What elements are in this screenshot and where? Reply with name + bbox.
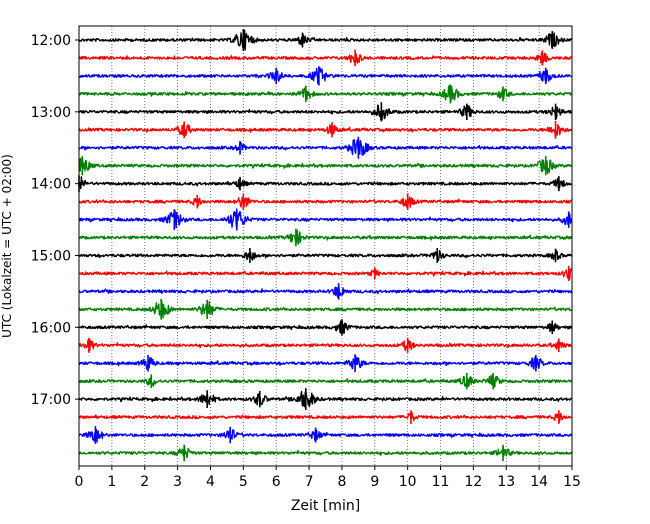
trace-row-1615 bbox=[78, 339, 572, 352]
y-tick-label: 14:00 bbox=[31, 177, 71, 193]
x-tick-label: 10 bbox=[399, 474, 417, 490]
x-tick-label: 14 bbox=[530, 474, 548, 490]
trace-row-1330 bbox=[78, 139, 572, 156]
x-tick-label: 8 bbox=[337, 474, 346, 490]
trace-row-1245 bbox=[78, 85, 573, 102]
x-tick-label: 9 bbox=[370, 474, 379, 490]
x-tick-label: 15 bbox=[563, 474, 581, 490]
x-tick-label: 11 bbox=[432, 474, 450, 490]
trace-row-1545 bbox=[78, 300, 573, 319]
trace-row-1315 bbox=[78, 123, 573, 138]
x-tick-label: 1 bbox=[107, 474, 116, 490]
y-tick-label: 17:00 bbox=[31, 392, 71, 408]
x-tick-label: 4 bbox=[206, 474, 215, 490]
x-tick-label: 13 bbox=[497, 474, 515, 490]
y-tick-label: 15:00 bbox=[31, 248, 71, 264]
trace-layer bbox=[78, 29, 573, 462]
trace-row-1215 bbox=[78, 51, 573, 65]
trace-row-1500 bbox=[78, 250, 573, 262]
trace-row-1300 bbox=[78, 104, 573, 121]
x-tick-label: 7 bbox=[305, 474, 314, 490]
trace-row-1730 bbox=[78, 428, 573, 443]
x-axis-label: Zeit [min] bbox=[291, 498, 360, 514]
y-tick-label: 13:00 bbox=[31, 105, 71, 121]
trace-row-1515 bbox=[78, 268, 573, 280]
tick-layer: 0 1 2 3 4 5 6 7 8 9 10 11 12 13 14 1512:0013:0014:0015:… bbox=[31, 33, 581, 490]
x-tick-label: 3 bbox=[173, 474, 182, 490]
trace-row-1745 bbox=[78, 445, 573, 459]
x-tick-label: 0 bbox=[75, 474, 84, 490]
y-tick-label: 12:00 bbox=[31, 33, 71, 49]
y-tick-label: 16:00 bbox=[31, 320, 71, 336]
trace-row-1445 bbox=[78, 229, 573, 245]
trace-row-1200 bbox=[78, 29, 573, 51]
trace-row-1345 bbox=[78, 157, 573, 175]
trace-row-1415 bbox=[78, 196, 572, 209]
trace-row-1230 bbox=[78, 67, 572, 85]
trace-row-1600 bbox=[78, 320, 573, 334]
x-tick-label: 2 bbox=[140, 474, 149, 490]
trace-row-1400 bbox=[78, 176, 572, 190]
x-tick-label: 5 bbox=[239, 474, 248, 490]
grid-layer bbox=[111, 26, 540, 466]
plot-frame bbox=[78, 25, 573, 467]
trace-row-1700 bbox=[78, 389, 573, 408]
x-tick-label: 6 bbox=[272, 474, 281, 490]
trace-row-1530 bbox=[78, 285, 573, 298]
trace-row-1645 bbox=[78, 374, 573, 389]
trace-row-1630 bbox=[78, 355, 572, 370]
trace-row-1430 bbox=[78, 209, 573, 230]
x-tick-label: 12 bbox=[464, 474, 482, 490]
y-axis-label: UTC (Lokalzeit = UTC + 02:00) bbox=[0, 154, 14, 338]
trace-row-1715 bbox=[78, 411, 572, 422]
